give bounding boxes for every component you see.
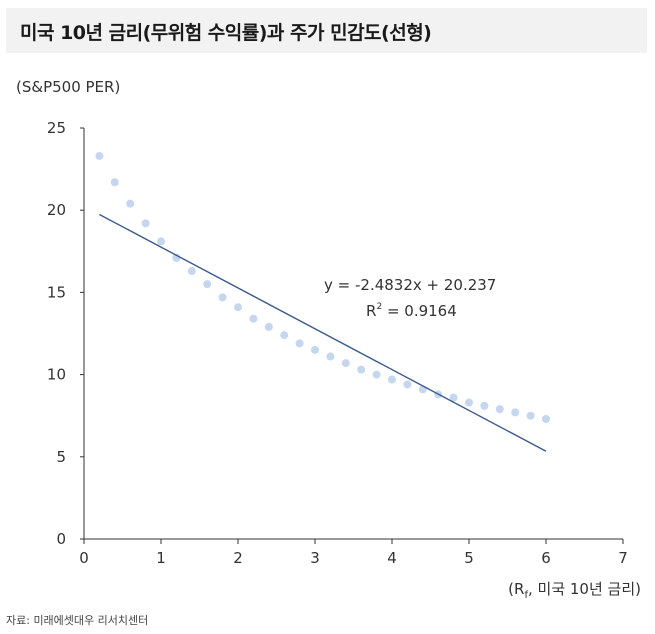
- regression-equation: y = -2.4832x + 20.237: [324, 276, 496, 294]
- x-tick-label: 7: [618, 549, 628, 567]
- y-tick-label: 0: [56, 530, 66, 548]
- data-point: [280, 331, 289, 340]
- y-tick-label: 5: [56, 448, 66, 466]
- data-point: [264, 322, 273, 331]
- x-tick-label: 6: [541, 549, 551, 567]
- source-note: 자료: 미래에셋대우 리서치센터: [6, 614, 149, 627]
- data-point: [388, 375, 396, 384]
- data-point: [326, 352, 335, 361]
- y-axis-label: (S&P500 PER): [16, 78, 121, 96]
- data-point: [218, 293, 227, 302]
- data-point: [341, 359, 350, 368]
- x-tick-label: 4: [387, 549, 397, 567]
- x-tick-label: 2: [233, 549, 243, 567]
- data-point: [449, 393, 458, 402]
- r-squared: R2 = 0.9164: [366, 302, 457, 320]
- data-point: [372, 370, 381, 379]
- trendline: [99, 213, 547, 452]
- data-point: [141, 219, 150, 228]
- data-point: [495, 405, 504, 414]
- data-point: [203, 280, 212, 289]
- x-tick-label: 0: [79, 549, 89, 567]
- y-tick-label: 20: [47, 201, 66, 219]
- x-axis-label: (Rf, 미국 10년 금리): [508, 580, 641, 601]
- data-point: [311, 345, 319, 354]
- data-point: [465, 398, 473, 407]
- data-point: [295, 339, 304, 348]
- title-bar: 미국 10년 금리(무위험 수익률)과 주가 민감도(선형): [6, 8, 647, 53]
- data-point: [249, 314, 258, 323]
- chart-title: 미국 10년 금리(무위험 수익률)과 주가 민감도(선형): [20, 22, 432, 44]
- y-tick-label: 15: [47, 283, 66, 301]
- data-point: [110, 178, 119, 187]
- data-point: [187, 267, 196, 276]
- data-point: [95, 151, 104, 160]
- x-tick-label: 1: [156, 549, 166, 567]
- y-tick-label: 25: [47, 119, 66, 137]
- data-point: [157, 237, 165, 246]
- axes: [80, 127, 624, 544]
- data-point: [511, 408, 520, 417]
- x-tick-label: 5: [464, 549, 474, 567]
- data-point: [480, 401, 489, 410]
- data-point: [357, 365, 366, 374]
- x-tick-label: 3: [310, 549, 320, 567]
- data-points: [95, 151, 550, 423]
- data-point: [542, 414, 550, 423]
- trendline-group: [99, 213, 547, 452]
- data-point: [403, 380, 412, 389]
- y-tick-label: 10: [47, 366, 66, 384]
- data-point: [234, 303, 242, 312]
- data-point: [126, 199, 135, 208]
- tick-labels: 0 5 10 15 20 25 0 1 2 3 4 5 6 7: [47, 119, 628, 567]
- data-point: [526, 411, 535, 420]
